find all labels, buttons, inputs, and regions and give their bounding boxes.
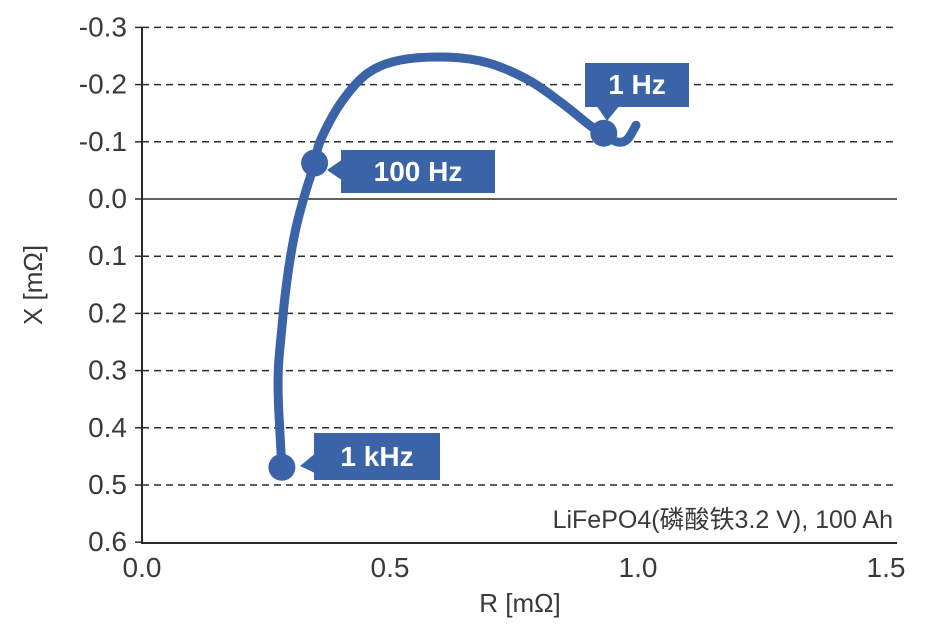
marker-100hz xyxy=(301,149,329,177)
bubble-label: 1 Hz xyxy=(608,69,666,100)
y-axis-title: X [mΩ] xyxy=(18,245,48,325)
impedance-curve xyxy=(273,52,641,472)
marker-1hz xyxy=(590,119,618,147)
label-bubble-1khz: 1 kHz xyxy=(300,433,440,480)
bubble-pointer xyxy=(596,105,620,121)
y-tick-label: 0.3 xyxy=(88,355,127,386)
y-tick-label: 0.2 xyxy=(88,297,127,328)
y-tick-label: -0.2 xyxy=(79,69,127,100)
bubble-pointer xyxy=(300,452,317,474)
frequency-markers xyxy=(268,119,618,481)
bubble-pointer xyxy=(327,159,343,181)
cell-annotation: LiFePO4(磷酸铁3.2 V), 100 Ah xyxy=(553,506,893,534)
label-bubble-100hz: 100 Hz xyxy=(327,150,495,193)
tick-labels: -0.3-0.2-0.10.00.10.20.30.40.50.60.0 0.5 1… xyxy=(79,11,906,583)
marker-1khz xyxy=(268,453,296,481)
bubble-box xyxy=(341,150,495,193)
label-bubble-1hz: 1 Hz xyxy=(585,63,689,121)
gridlines xyxy=(142,26,897,486)
x-tick-label: 1.5 xyxy=(867,552,906,583)
y-tick-label: 0.4 xyxy=(88,412,127,443)
bubble-label: 1 kHz xyxy=(340,441,413,472)
y-tick-label: 0.1 xyxy=(88,240,127,271)
x-tick-label: 0.5 xyxy=(371,552,410,583)
x-tick-label: 0.0 xyxy=(123,552,162,583)
y-tick-label: 0.5 xyxy=(88,469,127,500)
x-tick-label: 1.0 xyxy=(619,552,658,583)
bubble-box xyxy=(585,63,689,107)
x-axis-title: R [mΩ] xyxy=(479,588,561,618)
bubble-label: 100 Hz xyxy=(374,156,463,187)
y-tick-label: -0.1 xyxy=(79,126,127,157)
y-tick-label: -0.3 xyxy=(79,11,127,42)
y-tick-label: 0.0 xyxy=(88,183,127,214)
bubble-box xyxy=(314,433,440,480)
axes-spines xyxy=(135,26,897,544)
y-tick-label: 0.6 xyxy=(88,526,127,557)
